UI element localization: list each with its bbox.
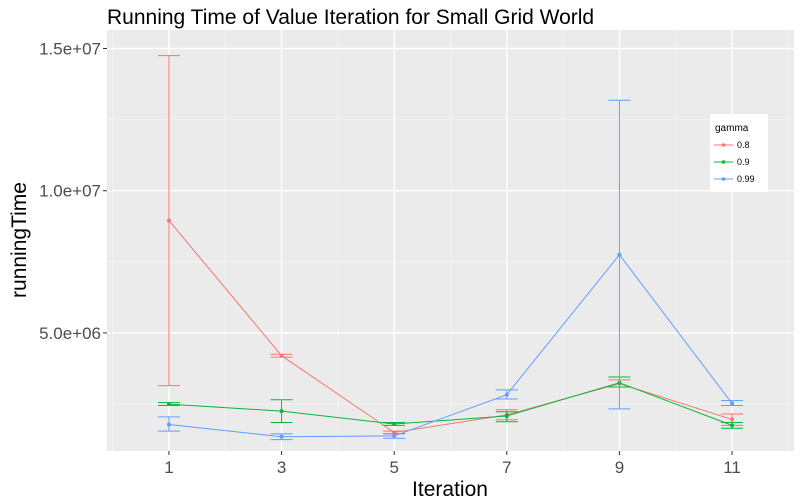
data-point xyxy=(279,353,284,358)
x-tick-label: 7 xyxy=(502,458,511,477)
data-point xyxy=(392,421,397,426)
x-tick-label: 3 xyxy=(277,458,286,477)
data-point xyxy=(392,433,397,438)
legend-key-point xyxy=(721,143,726,147)
series-0.99 xyxy=(157,99,744,441)
data-point xyxy=(730,423,735,428)
data-point xyxy=(730,417,735,422)
x-tick-label: 9 xyxy=(615,458,624,477)
data-point xyxy=(730,401,735,406)
data-point xyxy=(279,434,284,439)
y-tick-label: 5.0e+06 xyxy=(39,324,101,343)
legend-key-point xyxy=(721,177,726,181)
data-point xyxy=(166,218,171,223)
legend-label: 0.99 xyxy=(737,174,755,184)
x-tick-label: 11 xyxy=(723,458,741,477)
minor-gridlines xyxy=(107,30,794,451)
chart-title: Running Time of Value Iteration for Smal… xyxy=(107,6,594,29)
y-tick-label: 1.5e+07 xyxy=(39,39,101,58)
data-point xyxy=(504,392,509,397)
y-tick-label: 1.0e+07 xyxy=(39,182,101,201)
x-axis-title: Iteration xyxy=(412,478,488,500)
data-point xyxy=(166,422,171,427)
legend-label: 0.8 xyxy=(737,140,750,150)
x-tick-label: 1 xyxy=(164,458,173,477)
legend-title: gamma xyxy=(715,123,749,134)
x-axis: 1 3 5 7 9 11 xyxy=(164,451,741,477)
series-0.9 xyxy=(157,376,744,429)
legend-key-point xyxy=(721,160,726,164)
x-tick-label: 5 xyxy=(389,458,398,477)
data-point xyxy=(617,252,622,257)
data-point xyxy=(504,414,509,419)
legend: gamma 0.8 0.9 0.99 xyxy=(710,114,768,192)
legend-item-0.99: 0.99 xyxy=(714,174,755,184)
legend-item-0.9: 0.9 xyxy=(714,157,750,167)
series-layer xyxy=(157,55,744,441)
legend-item-0.8: 0.8 xyxy=(714,140,750,150)
data-point xyxy=(279,409,284,414)
data-point xyxy=(166,402,171,407)
y-axis-title: runningTime xyxy=(8,182,31,298)
series-line xyxy=(168,382,733,426)
y-axis: 5.0e+06 1.0e+07 1.5e+07 xyxy=(39,39,107,343)
series-line xyxy=(168,253,733,438)
legend-label: 0.9 xyxy=(737,157,750,167)
legend-items: 0.8 0.9 0.99 xyxy=(714,140,755,184)
